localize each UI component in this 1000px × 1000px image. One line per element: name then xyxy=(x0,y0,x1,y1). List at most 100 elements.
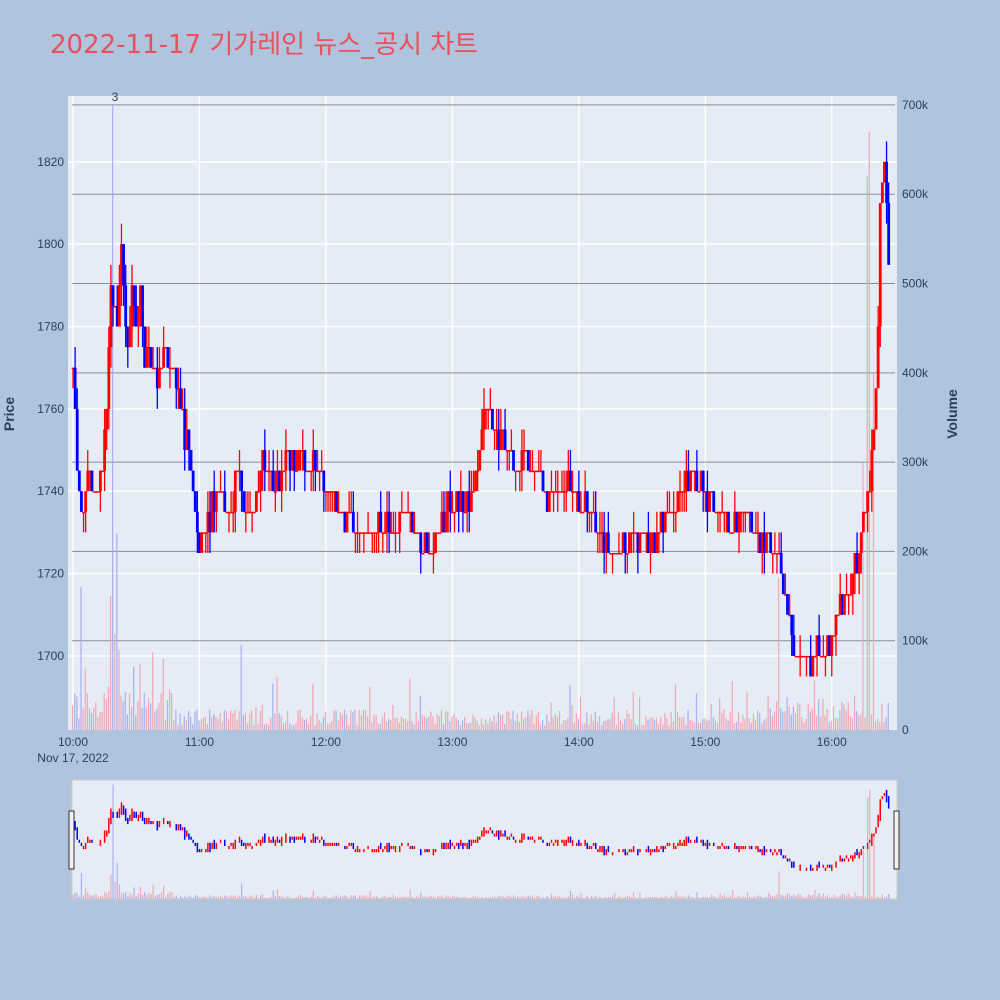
volume-bar xyxy=(679,716,681,730)
slider-volume-bar xyxy=(784,895,786,899)
volume-bar xyxy=(872,372,875,730)
slider-volume-bar xyxy=(664,895,666,899)
candle-body xyxy=(672,511,676,514)
volume-bar xyxy=(567,717,569,730)
candle-body xyxy=(805,655,808,658)
range-slider-handle-right[interactable] xyxy=(893,810,900,870)
slider-volume-bar xyxy=(550,893,553,899)
volume-bar xyxy=(131,707,133,730)
volume-bar xyxy=(792,706,795,730)
slider-volume-bar xyxy=(531,895,534,899)
slider-volume-bar xyxy=(76,892,78,899)
candle-body xyxy=(689,470,692,492)
candle-body xyxy=(303,450,307,471)
slider-volume-bar xyxy=(276,889,279,899)
candle-body xyxy=(434,532,437,553)
volume-bar xyxy=(775,701,778,730)
volume-bar xyxy=(476,720,478,730)
y2-tick-label: 300k xyxy=(902,455,929,469)
candle-body xyxy=(476,470,480,473)
x-tick-label: 14:00 xyxy=(564,735,594,749)
slider-volume-bar xyxy=(673,897,675,899)
volume-bar xyxy=(615,724,617,730)
slider-volume-bar xyxy=(310,896,312,899)
candle-body xyxy=(461,491,465,512)
candle-body xyxy=(691,470,695,473)
candle-body xyxy=(592,511,595,514)
slider-volume-bar xyxy=(127,896,129,899)
candle-body xyxy=(819,655,823,658)
volume-bar xyxy=(651,716,653,730)
slider-volume-bar xyxy=(740,897,742,899)
volume-bar xyxy=(455,717,457,730)
volume-bar xyxy=(459,725,462,730)
volume-bar xyxy=(771,716,773,730)
slider-volume-bar xyxy=(274,895,276,899)
slider-volume-bar xyxy=(175,895,177,899)
candle-body xyxy=(444,511,448,533)
range-slider-handle-left[interactable] xyxy=(68,810,75,870)
slider-volume-bar xyxy=(660,896,662,899)
slider-volume-bar xyxy=(502,896,504,899)
volume-bar xyxy=(466,722,468,730)
candle-body xyxy=(273,491,277,493)
candle-body xyxy=(777,552,781,555)
candle-body xyxy=(204,532,208,534)
candle-body xyxy=(868,491,872,493)
candle-body xyxy=(594,511,598,533)
volume-bar xyxy=(761,723,763,730)
slider-volume-bar xyxy=(552,896,555,899)
slider-volume-bar xyxy=(508,895,510,899)
slider-volume-bar xyxy=(590,896,593,899)
candle-body xyxy=(316,470,319,473)
volume-bar xyxy=(773,711,776,730)
volume-bar xyxy=(681,717,683,730)
volume-bar xyxy=(390,719,392,730)
volume-bar xyxy=(415,712,417,730)
slider-volume-bar xyxy=(316,895,319,899)
volume-bar xyxy=(274,713,276,730)
candle-body xyxy=(659,511,663,533)
slider-volume-bar xyxy=(367,896,369,899)
volume-bar xyxy=(560,724,563,730)
volume-bar xyxy=(282,723,284,730)
slider-volume-bar xyxy=(487,897,489,899)
volume-bar xyxy=(504,724,506,730)
volume-bar xyxy=(638,697,641,730)
volume-bar xyxy=(527,710,529,730)
x-tick-label: 15:00 xyxy=(690,735,720,749)
slider-volume-bar xyxy=(656,896,658,899)
candle-body xyxy=(566,470,570,492)
slider-volume-bar xyxy=(259,895,262,899)
chart-title: 2022-11-17 기가레인 뉴스_공시 차트 xyxy=(50,30,479,60)
candle-body xyxy=(737,511,741,533)
candle-body xyxy=(195,511,199,533)
candle-body xyxy=(322,470,326,492)
slider-volume-bar xyxy=(810,895,812,899)
candle-body xyxy=(644,532,648,534)
slider-volume-bar xyxy=(340,895,342,899)
candle-body xyxy=(326,491,330,493)
volume-bar xyxy=(464,716,466,730)
candle-body xyxy=(781,573,785,595)
slider-volume-bar xyxy=(386,897,388,899)
candle-body xyxy=(577,491,581,512)
slider-volume-bar xyxy=(561,897,563,899)
candle-body xyxy=(231,511,235,514)
candle-body xyxy=(634,532,638,534)
slider-volume-bar xyxy=(198,897,201,899)
slider-volume-bar xyxy=(782,895,784,899)
slider-volume-bar xyxy=(711,894,713,899)
slider-volume-bar xyxy=(194,895,196,899)
candle-body xyxy=(472,491,475,493)
candle-body xyxy=(373,532,376,534)
volume-bar xyxy=(145,707,147,730)
candle-body xyxy=(474,470,477,492)
volume-bar xyxy=(175,709,177,730)
candle-body xyxy=(301,450,305,452)
volume-bar xyxy=(128,693,131,730)
candle-body xyxy=(324,491,328,493)
range-slider[interactable] xyxy=(71,779,898,900)
slider-volume-bar xyxy=(637,898,639,899)
slider-volume-bar xyxy=(287,895,289,899)
